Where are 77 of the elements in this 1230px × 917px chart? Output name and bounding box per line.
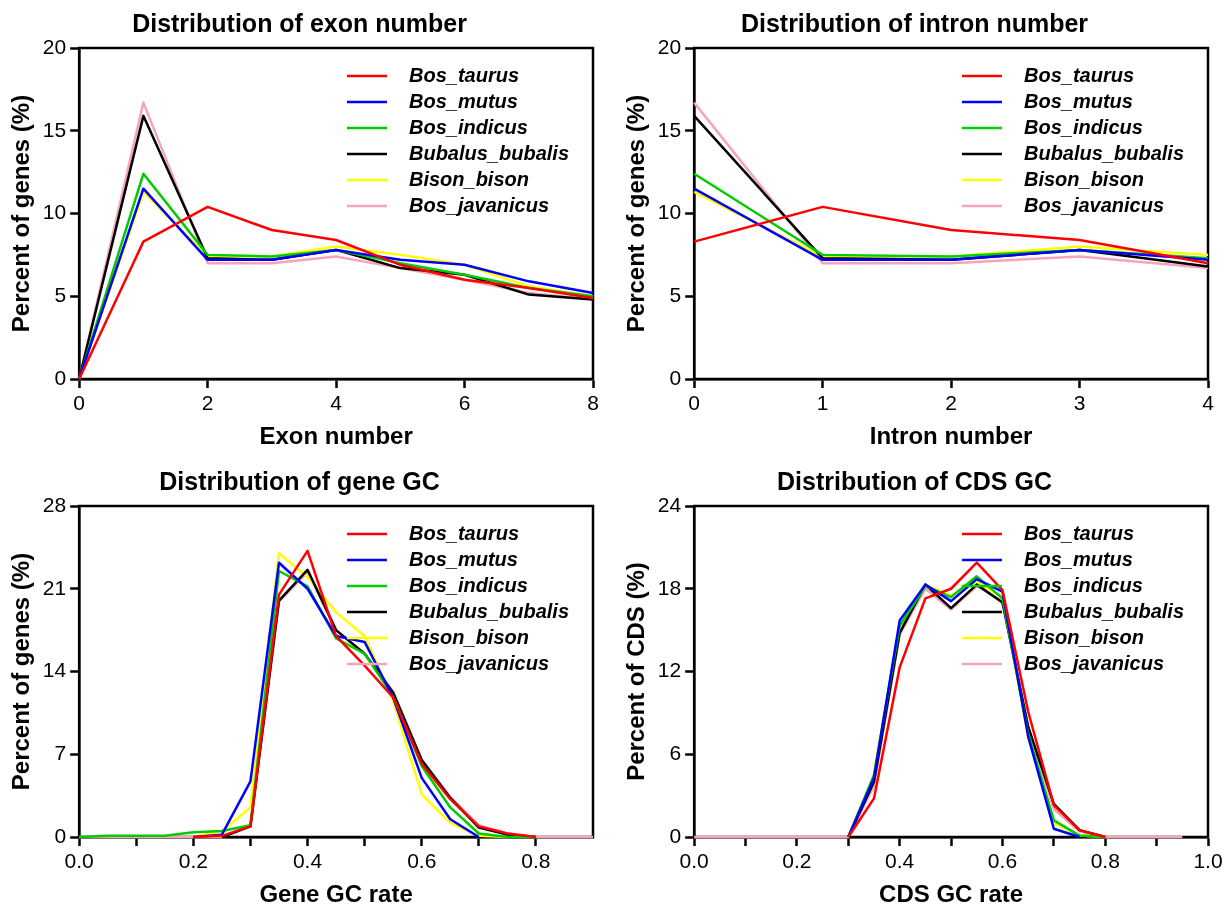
legend-label: Bos_indicus — [1023, 573, 1143, 596]
x-tick-label: 0.0 — [679, 849, 709, 873]
x-tick-label: 1.0 — [1193, 849, 1223, 873]
x-tick-label: 0.2 — [178, 849, 208, 873]
y-tick-label: 15 — [657, 117, 682, 141]
legend-label: Bison_bison — [408, 167, 529, 190]
y-tick-label: 0 — [54, 823, 67, 847]
legend-label: Bos_mutus — [1023, 547, 1133, 570]
legend-label: Bos_taurus — [408, 521, 519, 544]
y-tick-label: 15 — [42, 117, 67, 141]
x-tick-label: 0.6 — [987, 849, 1018, 873]
x-tick-label: 3 — [1073, 391, 1086, 415]
y-tick-label: 6 — [669, 741, 682, 765]
y-axis-title: Percent of CDS (%) — [622, 562, 650, 781]
y-tick-label: 20 — [42, 34, 67, 58]
y-tick-label: 12 — [657, 658, 682, 682]
legend-label: Bos_taurus — [408, 63, 519, 86]
legend-label: Bison_bison — [408, 625, 529, 648]
legend-label: Bison_bison — [1023, 167, 1144, 190]
legend-label: Bos_javanicus — [408, 193, 550, 216]
x-tick-label: 1 — [816, 391, 829, 415]
x-tick-label: 0.8 — [1090, 849, 1120, 873]
y-tick-label: 18 — [657, 575, 682, 599]
chart-title: Distribution of gene GC — [159, 466, 440, 495]
legend-label: Bubalus_bubalis — [1023, 141, 1184, 164]
chart-title: Distribution of intron number — [740, 8, 1089, 37]
legend-label: Bubalus_bubalis — [408, 141, 569, 164]
x-tick-label: 0.4 — [885, 849, 915, 873]
y-tick-label: 24 — [657, 492, 682, 516]
x-tick-label: 0.0 — [64, 849, 94, 873]
x-tick-label: 0.6 — [407, 849, 437, 873]
x-tick-label: 2 — [945, 391, 957, 415]
x-tick-label: 0.2 — [782, 849, 812, 873]
legend-label: Bos_taurus — [1023, 63, 1134, 86]
x-tick-label: 2 — [201, 391, 214, 415]
legend-label: Bos_javanicus — [1023, 651, 1165, 674]
y-tick-label: 20 — [657, 34, 682, 58]
x-axis-title: CDS GC rate — [879, 880, 1024, 908]
y-axis-title: Percent of genes (%) — [7, 552, 35, 791]
legend-label: Bos_javanicus — [1023, 193, 1165, 216]
x-tick-label: 8 — [587, 391, 599, 415]
y-tick-label: 10 — [42, 200, 67, 224]
legend-label: Bos_mutus — [408, 89, 518, 112]
legend-label: Bos_indicus — [408, 115, 528, 138]
legend-label: Bos_mutus — [1023, 89, 1133, 112]
x-tick-label: 0 — [73, 391, 85, 415]
legend-label: Bubalus_bubalis — [1023, 599, 1184, 622]
y-tick-label: 10 — [657, 200, 682, 224]
x-tick-label: 0.8 — [521, 849, 551, 873]
y-tick-label: 0 — [669, 365, 682, 389]
y-tick-label: 0 — [669, 823, 682, 847]
legend-label: Bubalus_bubalis — [408, 599, 569, 622]
legend-label: Bos_mutus — [408, 547, 518, 570]
x-axis-title: Gene GC rate — [259, 880, 413, 908]
x-axis-title: Intron number — [869, 422, 1033, 450]
chart-title: Distribution of CDS GC — [777, 466, 1052, 495]
legend-label: Bison_bison — [1023, 625, 1144, 648]
y-tick-label: 14 — [42, 658, 67, 682]
x-tick-label: 6 — [458, 391, 471, 415]
legend-label: Bos_javanicus — [408, 651, 550, 674]
legend-label: Bos_taurus — [1023, 521, 1134, 544]
legend-label: Bos_indicus — [1023, 115, 1143, 138]
y-axis-title: Percent of genes (%) — [7, 94, 35, 333]
y-tick-label: 5 — [669, 283, 682, 307]
legend-label: Bos_indicus — [408, 573, 528, 596]
x-tick-label: 0.4 — [292, 849, 323, 873]
y-tick-label: 5 — [54, 283, 67, 307]
x-axis-title: Exon number — [259, 422, 413, 450]
y-tick-label: 21 — [42, 575, 67, 599]
y-axis-title: Percent of genes (%) — [622, 94, 650, 333]
chart-title: Distribution of exon number — [132, 8, 468, 37]
y-tick-label: 28 — [42, 492, 67, 516]
x-tick-label: 0 — [688, 391, 700, 415]
y-tick-label: 0 — [54, 365, 67, 389]
x-tick-label: 4 — [1202, 391, 1215, 415]
y-tick-label: 7 — [54, 741, 67, 765]
x-tick-label: 4 — [330, 391, 343, 415]
